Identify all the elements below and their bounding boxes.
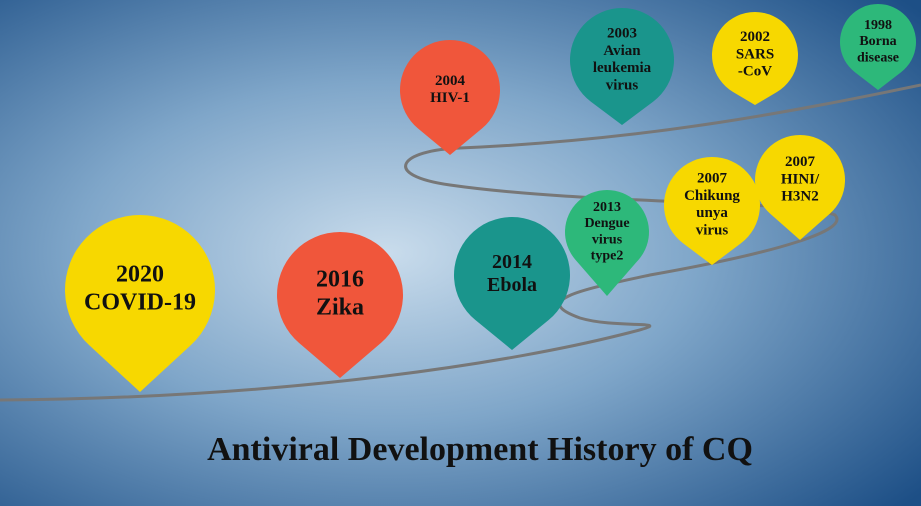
- pin-label: unya: [696, 205, 728, 221]
- pin-label: Chikung: [684, 188, 740, 204]
- pin-label: virus: [592, 232, 623, 247]
- pin-label: Avian: [603, 43, 641, 59]
- pin-label: type2: [591, 248, 624, 263]
- pin-label: COVID-19: [84, 289, 196, 315]
- timeline-road: [0, 83, 921, 402]
- pin-label: Ebola: [487, 274, 537, 296]
- pin: [840, 4, 916, 91]
- pin: [755, 135, 846, 240]
- pin-label: 2002: [740, 29, 770, 45]
- pin-label: HIV-1: [430, 90, 470, 106]
- pin-label: virus: [696, 222, 729, 238]
- pin-label: Zika: [316, 294, 364, 320]
- title: Antiviral Development History of CQ: [207, 431, 753, 468]
- pin-label: 2007: [697, 171, 728, 187]
- pin-label: 2016: [316, 267, 364, 293]
- pin-label: 2013: [593, 200, 621, 215]
- pin-label: Borna: [859, 34, 896, 49]
- pin: [65, 215, 215, 392]
- pin: [570, 8, 674, 125]
- pin-label: 2003: [607, 26, 637, 42]
- pin: [664, 156, 761, 265]
- pin-label: 2020: [116, 262, 164, 288]
- pin: [277, 232, 404, 378]
- pin-label: 2007: [785, 154, 816, 170]
- pin-label: H3N2: [781, 189, 819, 205]
- pin: [565, 190, 649, 296]
- pin-label: -CoV: [738, 64, 772, 80]
- pin-label: HINI/: [781, 171, 820, 187]
- pin-label: disease: [857, 50, 899, 65]
- pins: 2020COVID-192016Zika2014Ebola2013Denguev…: [65, 4, 916, 392]
- pin-label: SARS: [736, 46, 774, 62]
- pin: [454, 217, 571, 350]
- pin: [400, 39, 501, 156]
- pin-label: 1998: [864, 18, 892, 33]
- pin-label: virus: [606, 77, 639, 93]
- pin: [712, 12, 798, 105]
- pin-label: leukemia: [593, 60, 652, 76]
- pin-label: 2014: [492, 251, 532, 273]
- pin-label: Dengue: [584, 216, 629, 231]
- pin-label: 2004: [435, 73, 466, 89]
